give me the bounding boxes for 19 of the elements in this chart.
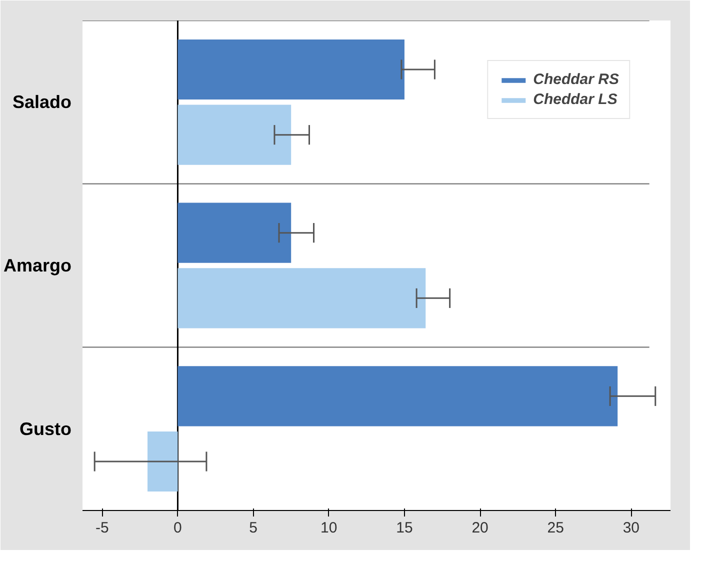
bar xyxy=(178,39,404,100)
x-tick-label: 25 xyxy=(547,520,564,536)
bar xyxy=(178,104,292,165)
bar xyxy=(147,431,178,492)
x-tick-label: 5 xyxy=(249,520,258,536)
bar xyxy=(178,268,426,328)
x-tick-label: 10 xyxy=(320,520,338,536)
x-tick-label: 30 xyxy=(622,520,640,536)
legend-label: Cheddar LS xyxy=(533,91,618,108)
x-tick-label: -5 xyxy=(95,520,109,536)
x-tick-label: 15 xyxy=(396,520,413,536)
bar xyxy=(178,202,292,263)
y-tick-label: Salado xyxy=(12,92,72,112)
x-tick-label: 20 xyxy=(472,520,488,536)
y-tick-label: Amargo xyxy=(3,256,72,276)
legend-label: Cheddar RS xyxy=(533,71,619,88)
bar xyxy=(178,366,618,426)
y-tick-label: Gusto xyxy=(20,418,72,439)
x-tick-label: 0 xyxy=(174,520,182,536)
